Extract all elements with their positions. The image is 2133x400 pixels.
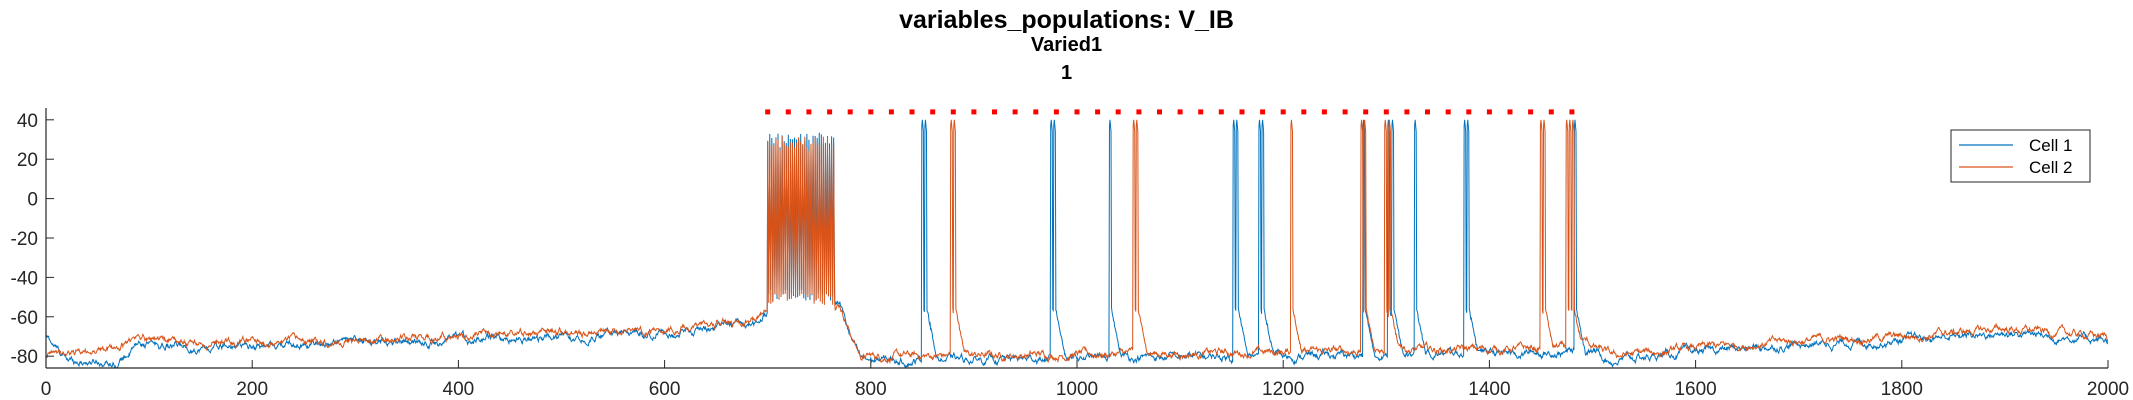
spike-marker <box>1549 109 1554 114</box>
y-tick-label: 0 <box>27 190 38 211</box>
x-tick-label: 800 <box>855 379 887 400</box>
spike-marker <box>971 109 976 114</box>
spike-marker <box>1384 109 1389 114</box>
y-tick-label: -20 <box>11 229 38 250</box>
spike-marker <box>765 109 770 114</box>
x-tick-label: 1200 <box>1262 379 1304 400</box>
spike-marker <box>1425 109 1430 114</box>
spike-marker <box>1446 109 1451 114</box>
x-tick-label: 600 <box>649 379 681 400</box>
legend-label: Cell 1 <box>2029 136 2072 155</box>
spike-marker <box>951 109 956 114</box>
legend: Cell 1 Cell 2 <box>1951 130 2090 182</box>
x-tick-label: 1600 <box>1674 379 1716 400</box>
spike-marker <box>1219 109 1224 114</box>
spike-marker <box>1508 109 1513 114</box>
spike-marker <box>1281 109 1286 114</box>
spike-marker <box>1157 109 1162 114</box>
spike-marker <box>1487 109 1492 114</box>
spike-marker <box>1260 109 1265 114</box>
spike-marker <box>868 109 873 114</box>
spike-marker <box>806 109 811 114</box>
spike-marker <box>1198 109 1203 114</box>
spike-marker <box>1240 109 1245 114</box>
y-tick-label: -60 <box>11 308 38 329</box>
spike-marker <box>1343 109 1348 114</box>
spike-marker <box>786 109 791 114</box>
spike-marker <box>1322 109 1327 114</box>
x-tick-label: 2000 <box>2087 379 2129 400</box>
spike-marker <box>930 109 935 114</box>
spike-marker <box>1054 109 1059 114</box>
legend-label: Cell 2 <box>2029 158 2072 177</box>
y-tick-label: -40 <box>11 268 38 289</box>
y-tick-label: 20 <box>17 150 38 171</box>
spike-marker <box>1569 109 1574 114</box>
spike-marker <box>889 109 894 114</box>
spike-marker <box>1116 109 1121 114</box>
y-tick-label: 40 <box>17 111 38 132</box>
x-tick-label: 1400 <box>1468 379 1510 400</box>
x-tick-label: 200 <box>236 379 268 400</box>
spike-marker <box>1363 109 1368 114</box>
spike-marker <box>1528 109 1533 114</box>
series-line-2 <box>46 120 2108 363</box>
spike-marker <box>1178 109 1183 114</box>
spike-marker <box>910 109 915 114</box>
spike-marker <box>848 109 853 114</box>
x-tick-label: 1800 <box>1881 379 1923 400</box>
spike-marker <box>1136 109 1141 114</box>
spike-marker <box>992 109 997 114</box>
x-tick-label: 400 <box>443 379 475 400</box>
spike-marker <box>1095 109 1100 114</box>
y-tick-label: -80 <box>11 347 38 368</box>
spike-marker <box>1033 109 1038 114</box>
x-tick-label: 0 <box>41 379 52 400</box>
spike-marker <box>1301 109 1306 114</box>
x-tick-label: 1000 <box>1056 379 1098 400</box>
series-line-1 <box>46 120 2108 369</box>
spike-marker <box>827 109 832 114</box>
spike-marker <box>1013 109 1018 114</box>
spike-marker <box>1404 109 1409 114</box>
spike-marker <box>1466 109 1471 114</box>
spike-marker <box>1075 109 1080 114</box>
